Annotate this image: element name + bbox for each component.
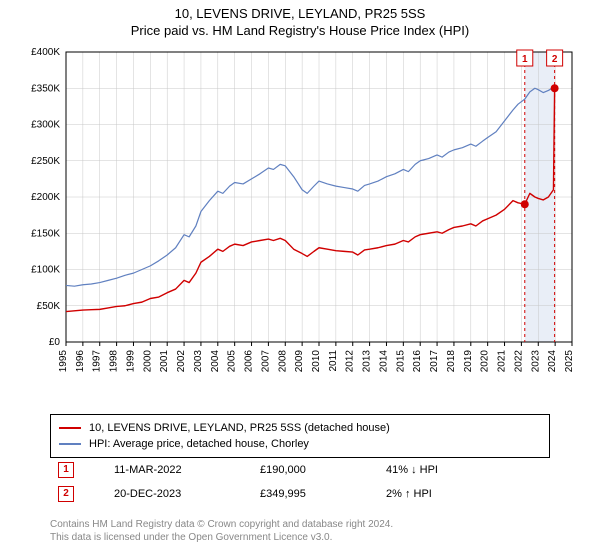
legend-swatch-hpi [59, 443, 81, 445]
chart-title-sub: Price paid vs. HM Land Registry's House … [0, 21, 600, 42]
svg-text:£100K: £100K [31, 265, 60, 276]
svg-text:£200K: £200K [31, 192, 60, 203]
svg-text:2006: 2006 [244, 350, 255, 373]
svg-text:2000: 2000 [142, 350, 153, 373]
svg-text:1995: 1995 [58, 350, 69, 373]
svg-text:2019: 2019 [463, 350, 474, 373]
svg-text:2025: 2025 [564, 350, 575, 373]
legend-swatch-property [59, 427, 81, 429]
svg-text:1997: 1997 [92, 350, 103, 373]
event-badge: 2 [58, 486, 74, 502]
chart-title-main: 10, LEVENS DRIVE, LEYLAND, PR25 5SS [0, 0, 600, 21]
svg-text:2023: 2023 [530, 350, 541, 373]
legend-label-property: 10, LEVENS DRIVE, LEYLAND, PR25 5SS (det… [89, 420, 390, 436]
legend-label-hpi: HPI: Average price, detached house, Chor… [89, 436, 309, 452]
svg-text:£150K: £150K [31, 228, 60, 239]
price-chart: £0 £50K £100K £150K £200K £250K £300K £350K £400… [20, 44, 580, 404]
event-badge: 1 [58, 462, 74, 478]
footer-line1: Contains HM Land Registry data © Crown c… [50, 518, 393, 531]
svg-text:2008: 2008 [277, 350, 288, 373]
svg-text:2024: 2024 [547, 350, 558, 373]
event-date: 11-MAR-2022 [106, 458, 252, 482]
svg-text:2012: 2012 [345, 350, 356, 373]
svg-text:2018: 2018 [446, 350, 457, 373]
svg-text:2003: 2003 [193, 350, 204, 373]
legend: 10, LEVENS DRIVE, LEYLAND, PR25 5SS (det… [50, 414, 550, 458]
event-date: 20-DEC-2023 [106, 482, 252, 506]
footer-line2: This data is licensed under the Open Gov… [50, 531, 393, 544]
svg-text:2022: 2022 [513, 350, 524, 373]
svg-text:£350K: £350K [31, 83, 60, 94]
svg-text:2011: 2011 [328, 350, 339, 372]
svg-text:2017: 2017 [429, 350, 440, 373]
svg-text:£50K: £50K [37, 301, 61, 312]
svg-text:2013: 2013 [362, 350, 373, 373]
svg-text:2004: 2004 [210, 350, 221, 373]
svg-text:1998: 1998 [109, 350, 120, 373]
svg-text:2009: 2009 [294, 350, 305, 373]
svg-text:2005: 2005 [227, 350, 238, 373]
event-row: 1 11-MAR-2022 £190,000 41% ↓ HPI [50, 458, 550, 482]
svg-text:2021: 2021 [497, 350, 508, 373]
svg-text:1: 1 [522, 54, 528, 65]
svg-text:2001: 2001 [159, 350, 170, 373]
event-table: 1 11-MAR-2022 £190,000 41% ↓ HPI 2 20-DE… [50, 458, 550, 506]
event-delta: 41% ↓ HPI [378, 458, 550, 482]
svg-text:£0: £0 [49, 337, 61, 348]
svg-text:2015: 2015 [395, 350, 406, 373]
svg-text:2014: 2014 [378, 350, 389, 373]
svg-text:2010: 2010 [311, 350, 322, 373]
svg-text:2: 2 [552, 54, 558, 65]
svg-text:2016: 2016 [412, 350, 423, 373]
footer-attribution: Contains HM Land Registry data © Crown c… [50, 518, 393, 544]
svg-text:2020: 2020 [480, 350, 491, 373]
event-delta: 2% ↑ HPI [378, 482, 550, 506]
event-price: £349,995 [252, 482, 378, 506]
event-row: 2 20-DEC-2023 £349,995 2% ↑ HPI [50, 482, 550, 506]
svg-text:2002: 2002 [176, 350, 187, 373]
svg-text:1996: 1996 [75, 350, 86, 373]
svg-text:£300K: £300K [31, 120, 60, 131]
svg-text:£250K: £250K [31, 156, 60, 167]
svg-text:2007: 2007 [260, 350, 271, 373]
svg-text:1999: 1999 [125, 350, 136, 373]
event-price: £190,000 [252, 458, 378, 482]
svg-text:£400K: £400K [31, 47, 60, 58]
